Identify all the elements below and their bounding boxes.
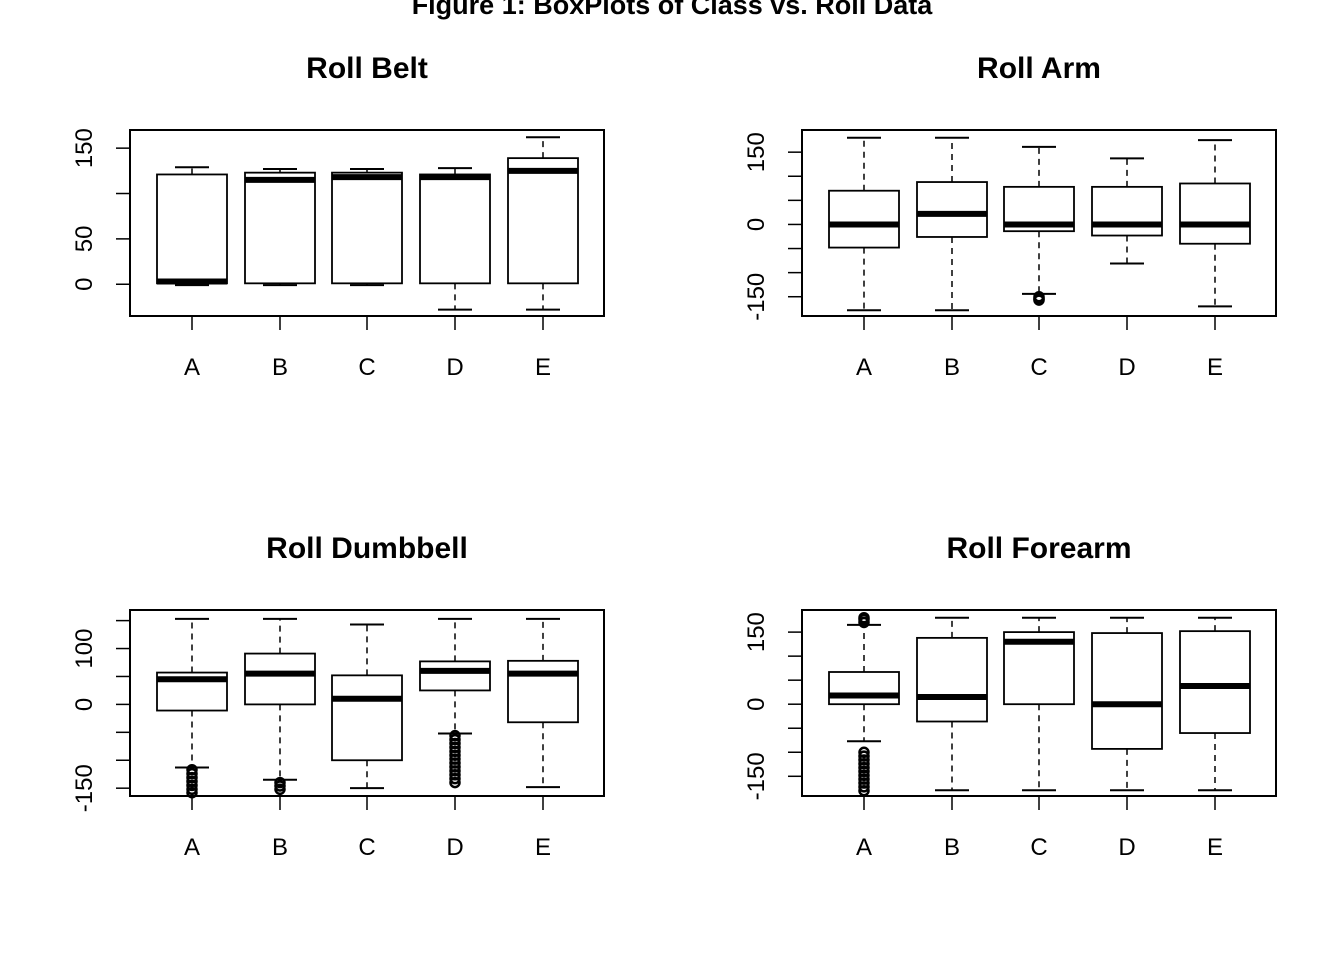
figure-title: Figure 1: BoxPlots of Class vs. Roll Dat…: [412, 0, 934, 20]
x-tick-label: D: [446, 354, 463, 381]
outlier-point: [858, 765, 870, 778]
box-e: E: [507, 136, 579, 381]
box-b: B: [916, 136, 988, 381]
outlier-point: [274, 783, 286, 796]
x-tick-label: B: [272, 354, 288, 381]
iqr-box: [916, 636, 988, 723]
y-tick-label: 0: [71, 698, 98, 711]
x-tick-label: A: [184, 834, 200, 861]
x-tick-label: A: [184, 354, 200, 381]
outlier-point: [858, 746, 870, 759]
box-d: D: [419, 617, 491, 861]
box-d: D: [1091, 157, 1163, 381]
iqr-box: [156, 173, 228, 285]
box-a: A: [156, 617, 228, 861]
y-tick-label: 0: [743, 698, 770, 711]
x-tick-label: E: [535, 834, 551, 861]
iqr-box: [244, 652, 316, 706]
outlier-point: [858, 750, 870, 762]
y-tick-label: 150: [743, 132, 770, 172]
outlier-point: [858, 754, 870, 766]
box-a: A: [828, 611, 900, 861]
outlier-point: [449, 776, 461, 789]
box-b: B: [244, 168, 316, 381]
x-tick-label: B: [272, 834, 288, 861]
boxplot-panel: Roll Dumbbell -150 0 100 A B C D E: [71, 532, 605, 861]
iqr-box: [419, 660, 491, 692]
iqr-box: [507, 659, 579, 724]
y-tick-label: -150: [743, 752, 770, 800]
iqr-box: [1179, 630, 1251, 734]
box-e: E: [507, 617, 579, 861]
x-tick-label: E: [535, 354, 551, 381]
outlier-point: [858, 784, 870, 797]
x-tick-label: D: [1118, 354, 1135, 381]
y-tick-label: 100: [71, 629, 98, 669]
iqr-box: [916, 181, 988, 238]
x-tick-label: B: [944, 834, 960, 861]
panel-title: Roll Arm: [977, 52, 1101, 85]
boxplot-panel: Roll Belt 0 50 150 A B C D E: [71, 52, 605, 381]
outlier-point: [449, 772, 461, 785]
x-tick-label: C: [1030, 834, 1047, 861]
outlier-point: [858, 769, 870, 782]
iqr-box: [419, 173, 491, 285]
boxplot-panel: Roll Forearm -150 0 150 A B C D E: [743, 532, 1277, 861]
outlier-point: [186, 786, 198, 799]
box-d: D: [419, 167, 491, 381]
panel-title: Roll Dumbbell: [266, 532, 468, 565]
outlier-point: [858, 758, 870, 770]
x-tick-label: D: [1118, 834, 1135, 861]
iqr-box: [828, 189, 900, 249]
outlier-point: [858, 761, 870, 774]
x-tick-label: D: [446, 834, 463, 861]
box-a: A: [156, 166, 228, 381]
box-b: B: [244, 617, 316, 861]
x-tick-label: A: [856, 834, 872, 861]
iqr-box: [828, 671, 900, 706]
outlier-point: [858, 777, 870, 789]
y-tick-label: 150: [743, 612, 770, 652]
iqr-box: [331, 674, 403, 762]
y-tick-label: 50: [71, 226, 98, 253]
x-tick-label: B: [944, 354, 960, 381]
x-tick-label: E: [1207, 354, 1223, 381]
iqr-box: [1091, 185, 1163, 237]
x-tick-label: C: [1030, 354, 1047, 381]
x-tick-label: E: [1207, 834, 1223, 861]
iqr-box: [507, 157, 579, 285]
box-c: C: [1003, 145, 1075, 381]
box-c: C: [1003, 616, 1075, 861]
outlier-point: [858, 781, 870, 793]
box-c: C: [331, 168, 403, 381]
iqr-box: [1179, 182, 1251, 245]
box-d: D: [1091, 616, 1163, 861]
outlier-point: [186, 779, 198, 792]
x-tick-label: A: [856, 354, 872, 381]
outlier-point: [858, 611, 870, 624]
y-tick-label: -150: [743, 273, 770, 321]
iqr-box: [1091, 632, 1163, 750]
boxplot-panel: Roll Arm -150 0 150 A B C D E: [743, 52, 1277, 381]
outlier-point: [1033, 294, 1045, 306]
outlier-point: [858, 773, 870, 785]
y-tick-label: 150: [71, 128, 98, 168]
box-e: E: [1179, 616, 1251, 861]
y-tick-label: 0: [71, 278, 98, 291]
box-c: C: [331, 623, 403, 861]
panel-title: Roll Belt: [306, 52, 428, 85]
iqr-box: [244, 171, 316, 285]
panels-group: Roll Belt 0 50 150 A B C D E Roll Arm -150 0 150 A B C D…: [71, 52, 1277, 861]
box-b: B: [916, 616, 988, 861]
y-tick-label: -150: [71, 764, 98, 812]
x-tick-label: C: [358, 834, 375, 861]
y-tick-label: 0: [743, 218, 770, 231]
panel-title: Roll Forearm: [946, 532, 1131, 565]
box-a: A: [828, 136, 900, 381]
box-e: E: [1179, 139, 1251, 381]
x-tick-label: C: [358, 354, 375, 381]
iqr-box: [331, 171, 403, 285]
